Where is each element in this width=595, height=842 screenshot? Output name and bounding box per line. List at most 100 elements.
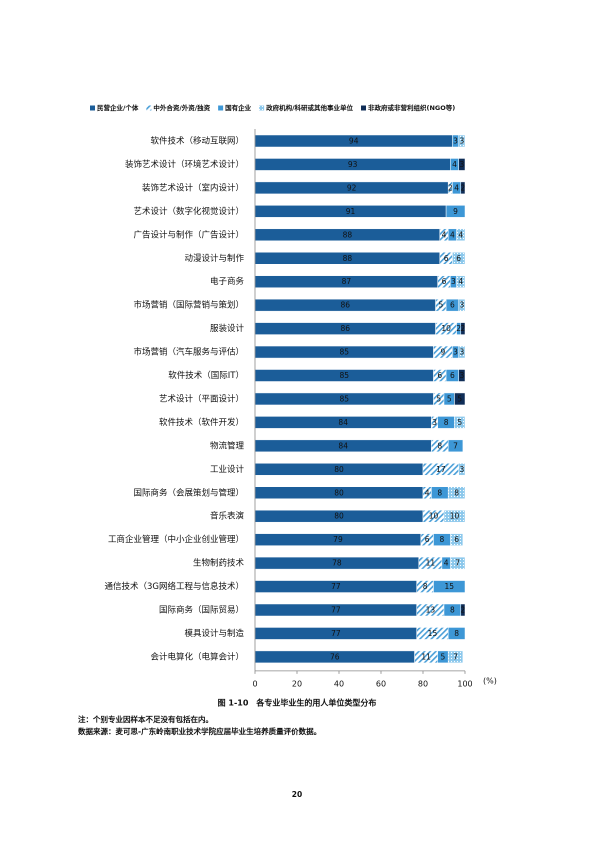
value-label: 5 [436, 394, 441, 403]
value-label: 9 [453, 207, 458, 216]
value-label: 6 [456, 254, 461, 263]
bar-segment [447, 486, 466, 499]
value-label: 76 [330, 652, 340, 661]
x-tick-label: 20 [292, 679, 302, 688]
value-label: 78 [332, 559, 342, 568]
value-label: 2 [461, 606, 466, 615]
value-label: 84 [338, 441, 348, 450]
value-label: 10 [450, 512, 460, 521]
value-label: 6 [450, 301, 455, 310]
bar-segment [458, 345, 466, 359]
value-label: 5 [438, 301, 443, 310]
value-label: 6 [454, 535, 459, 544]
value-label: 13 [426, 606, 436, 615]
value-label: 4 [442, 230, 447, 239]
value-label: 8 [437, 488, 442, 497]
value-label: 6 [425, 535, 430, 544]
value-label: 80 [334, 512, 344, 521]
category-label: 会计电算化（电算会计） [150, 651, 244, 662]
bar-segment [454, 392, 466, 406]
value-label: 11 [426, 559, 436, 568]
value-label: 10 [429, 512, 439, 521]
x-tick-label: 100 [457, 679, 472, 688]
value-label: 94 [349, 137, 359, 146]
value-label: 15 [428, 629, 438, 638]
bar-segment [458, 369, 466, 382]
value-label: 86 [341, 324, 351, 333]
legend-label: 非政府或非营利组织(NGO等) [368, 103, 455, 112]
note: 数据来源：麦可思-广东岭南职业技术学院应届毕业生培养质量评价数据。 [78, 726, 321, 736]
note: 注：个别专业因样本不足没有包括在内。 [78, 714, 213, 724]
value-label: 5 [457, 394, 462, 403]
value-label: 3 [459, 371, 464, 380]
value-label: 85 [339, 394, 349, 403]
legend-label: 国有企业 [225, 103, 252, 112]
category-label: 通信技术（3G网络工程与信息技术） [105, 581, 245, 592]
value-label: 77 [331, 606, 341, 615]
value-label: 8 [454, 488, 459, 497]
value-label: 3 [459, 465, 464, 474]
category-label: 装饰艺术设计（室内设计） [142, 182, 244, 193]
legend-swatch [146, 105, 152, 111]
category-label: 广告设计与制作（广告设计） [133, 229, 244, 240]
value-label: 8 [423, 582, 428, 591]
category-label: 软件技术（软件开发） [159, 417, 244, 428]
value-label: 6 [442, 277, 447, 286]
value-label: 4 [450, 230, 455, 239]
legend-swatch [90, 105, 95, 111]
category-label: 国际商务（国际贸易） [159, 605, 244, 616]
value-label: 10 [441, 324, 451, 333]
value-label: 4 [454, 183, 459, 192]
value-label: 85 [339, 371, 349, 380]
category-label: 软件技术（国际IT） [168, 370, 244, 381]
value-label: 92 [347, 183, 357, 192]
value-label: 7 [453, 441, 458, 450]
value-label: 8 [454, 629, 459, 638]
bar-segment [456, 275, 466, 288]
value-label: 2 [461, 183, 466, 192]
value-label: 7 [455, 559, 460, 568]
bar-segment [456, 228, 466, 242]
chart-title: 图 1-10 各专业毕业生的用人单位类型分布 [218, 698, 377, 708]
bar-segment [447, 650, 464, 664]
value-label: 2 [461, 324, 466, 333]
bar-segment [450, 533, 464, 546]
category-label: 国际商务（会展策划与管理） [133, 487, 244, 498]
bar-segment [458, 158, 466, 171]
value-label: 77 [331, 582, 341, 591]
category-label: 市场营销（国际营销与策划） [133, 300, 244, 311]
category-label: 装饰艺术设计（环境艺术设计） [125, 159, 244, 170]
category-label: 物流管理 [210, 440, 245, 451]
category-label: 电子商务 [210, 276, 245, 287]
value-label: 87 [342, 277, 352, 286]
page-number: 20 [292, 790, 302, 799]
bar-segment [433, 580, 466, 593]
category-label: 工商企业管理（中小企业创业管理） [108, 534, 244, 545]
value-label: 4 [425, 488, 430, 497]
bar-segment [443, 509, 466, 523]
value-label: 5 [457, 418, 462, 427]
value-label: 3 [459, 301, 464, 310]
bar-segment [454, 416, 466, 429]
bar-segment [452, 252, 466, 265]
legend-label: 民营企业/个体 [97, 103, 139, 112]
legend-label: 中外合资/外资/独资 [153, 103, 210, 112]
category-label: 服装设计 [210, 323, 245, 334]
value-label: 3 [453, 137, 458, 146]
value-label: 88 [343, 254, 353, 263]
value-label: 86 [341, 301, 351, 310]
value-label: 8 [440, 535, 445, 544]
value-label: 7 [453, 652, 458, 661]
bar-segment [447, 627, 466, 640]
value-label: 9 [441, 348, 446, 357]
value-label: 93 [348, 160, 358, 169]
bar-segment [458, 463, 466, 476]
value-label: 2 [456, 324, 461, 333]
value-label: 91 [346, 207, 356, 216]
value-label: 85 [339, 348, 349, 357]
value-label: 6 [450, 371, 455, 380]
bar-segment [460, 181, 466, 195]
value-label: 8 [437, 441, 442, 450]
